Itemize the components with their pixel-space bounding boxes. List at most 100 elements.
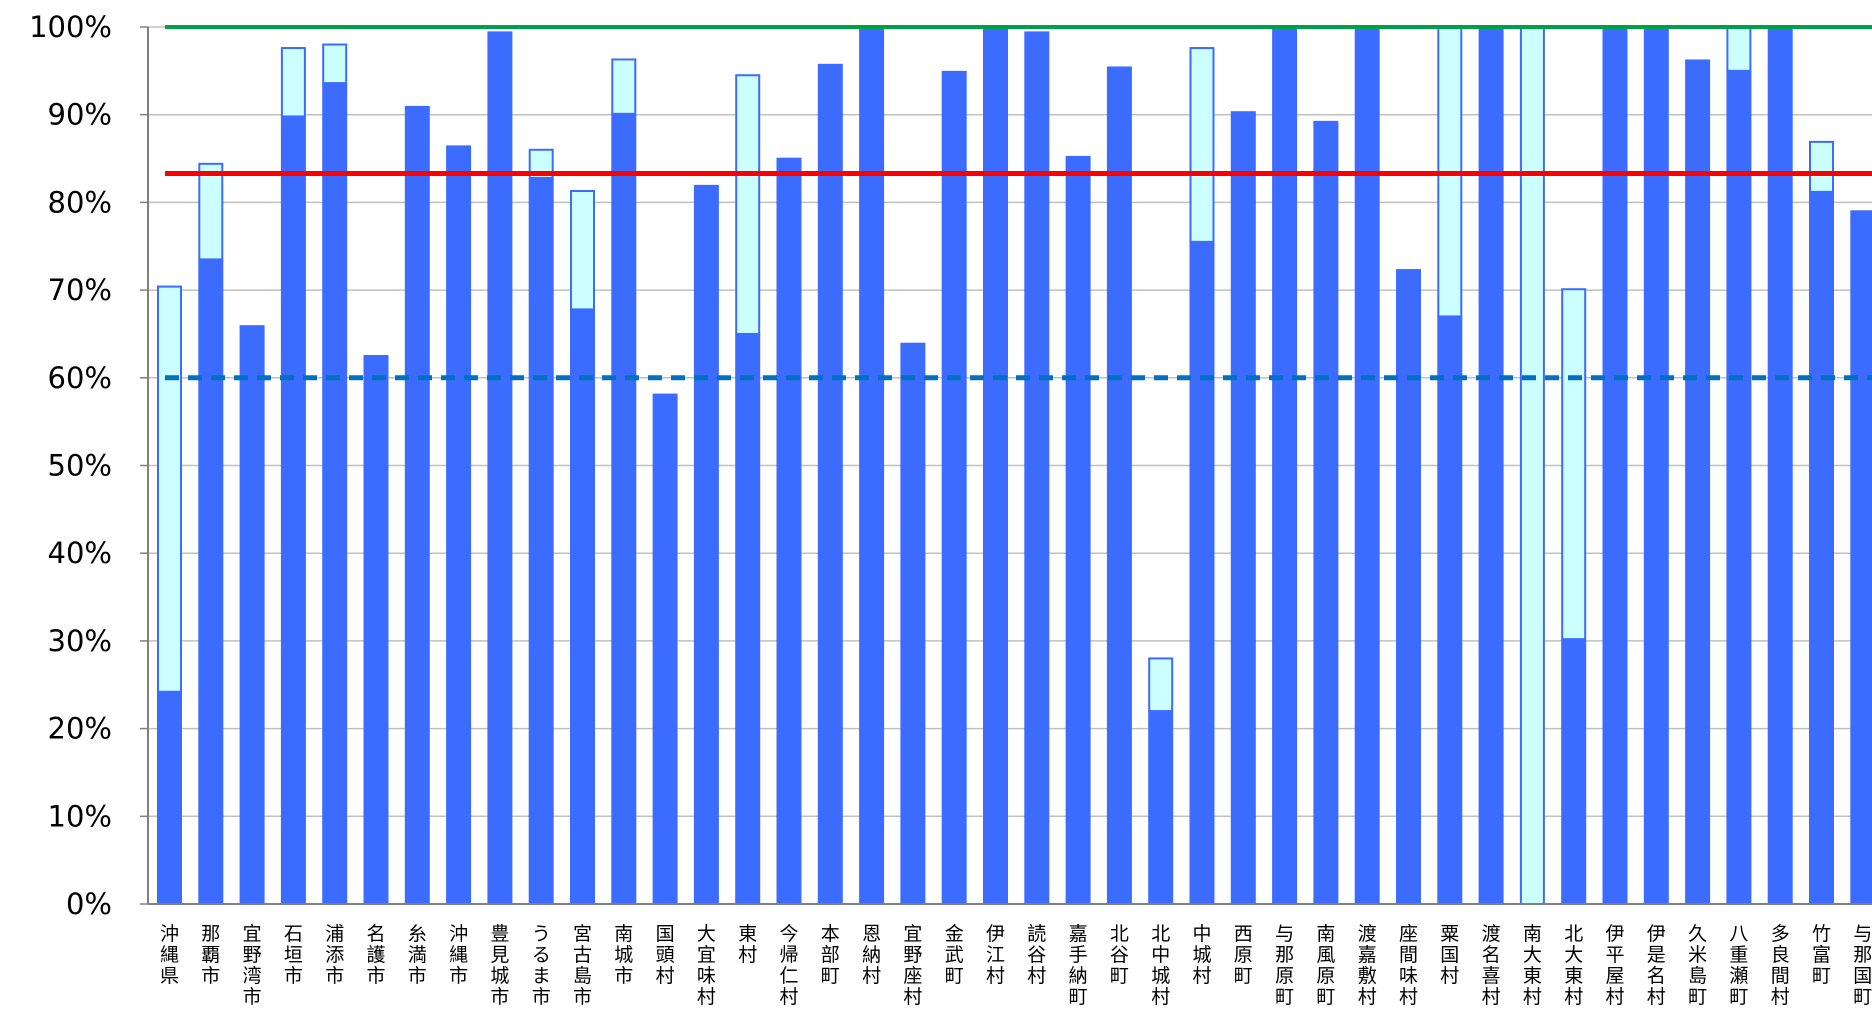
category-label: 北大東村 bbox=[1564, 923, 1583, 1008]
bar-base bbox=[198, 259, 224, 904]
category-label: 宮古島市 bbox=[573, 923, 592, 1008]
bar-stack bbox=[157, 285, 182, 693]
y-tick-label: 100% bbox=[29, 10, 112, 44]
bar-base bbox=[446, 145, 472, 904]
category-label: 座間味村 bbox=[1399, 923, 1418, 1008]
bar-base bbox=[983, 27, 1008, 904]
bars bbox=[157, 26, 1872, 905]
category-label: 読谷村 bbox=[1027, 923, 1046, 987]
category-label: 北中城村 bbox=[1151, 923, 1170, 1008]
bar-base bbox=[1313, 120, 1339, 905]
bar-base bbox=[859, 27, 885, 904]
bar-base bbox=[404, 105, 430, 905]
bar-base bbox=[1726, 70, 1752, 905]
bar-base bbox=[1478, 27, 1504, 904]
category-label: 伊是名村 bbox=[1647, 923, 1666, 1008]
category-label: 南大東村 bbox=[1523, 923, 1542, 1008]
category-label: 久米島町 bbox=[1688, 923, 1707, 1008]
bar-base bbox=[1685, 59, 1711, 905]
bar-base bbox=[1437, 316, 1463, 904]
category-label: 宜野湾市 bbox=[243, 923, 262, 1008]
category-label: 与那原町 bbox=[1275, 923, 1294, 1008]
y-tick-label: 40% bbox=[48, 536, 112, 570]
bar-base bbox=[570, 309, 595, 904]
bar-base bbox=[280, 116, 306, 905]
bar-stack bbox=[280, 47, 306, 118]
bar-stack bbox=[322, 43, 348, 85]
bar-base bbox=[1230, 111, 1256, 904]
category-label: 南風原町 bbox=[1316, 923, 1335, 1008]
bar-base bbox=[1148, 711, 1174, 904]
category-label: 大宜味村 bbox=[697, 923, 716, 1008]
bar-base bbox=[1354, 27, 1380, 904]
bar-base bbox=[735, 333, 761, 904]
category-label: 南城市 bbox=[614, 923, 633, 987]
bar-base bbox=[1643, 27, 1669, 904]
bar-base bbox=[817, 63, 843, 905]
bar-stack bbox=[1561, 288, 1587, 641]
y-tick-label: 20% bbox=[48, 712, 112, 746]
category-label: うるま市 bbox=[532, 923, 551, 1008]
category-label: 西原町 bbox=[1234, 923, 1253, 987]
category-label: 那覇市 bbox=[201, 923, 220, 987]
reference-lines bbox=[165, 25, 1872, 381]
category-label: 豊見城市 bbox=[490, 923, 509, 1008]
y-tick-label: 80% bbox=[48, 185, 112, 219]
bar-stack bbox=[1189, 47, 1215, 243]
category-label: 渡名喜村 bbox=[1482, 923, 1501, 1008]
category-label: 北谷町 bbox=[1110, 923, 1129, 987]
bar-base bbox=[1850, 210, 1872, 905]
category-label: 浦添市 bbox=[325, 923, 344, 987]
category-label: 宜野座村 bbox=[903, 923, 922, 1008]
category-label: 恩納村 bbox=[862, 923, 881, 987]
y-tick-label: 70% bbox=[48, 273, 112, 307]
bar-base bbox=[1767, 27, 1793, 904]
bar-base bbox=[941, 70, 967, 905]
bar-base bbox=[1024, 31, 1050, 904]
category-label: 本部町 bbox=[821, 923, 840, 987]
bar-base bbox=[776, 157, 802, 905]
y-tick-label: 90% bbox=[48, 98, 112, 132]
y-tick-label: 10% bbox=[48, 799, 112, 833]
category-label: 国頭村 bbox=[656, 923, 675, 987]
bar-base bbox=[487, 31, 513, 904]
y-tick-label: 60% bbox=[48, 361, 112, 395]
category-label: 与那国町 bbox=[1853, 923, 1872, 1008]
bar-stack bbox=[1148, 657, 1174, 713]
axes bbox=[147, 27, 1872, 905]
bar-base bbox=[1272, 27, 1298, 904]
category-label: 伊平屋村 bbox=[1605, 923, 1624, 1008]
bar-base bbox=[1396, 269, 1421, 904]
y-tick-label: 30% bbox=[48, 624, 112, 658]
bar-base bbox=[1106, 66, 1132, 905]
category-label: 糸満市 bbox=[408, 923, 427, 987]
category-label: 石垣市 bbox=[284, 923, 303, 987]
bar-base bbox=[1189, 241, 1215, 905]
bar-base bbox=[1602, 27, 1628, 904]
bar-base bbox=[157, 691, 182, 904]
x-axis-labels: 沖縄県 那覇市 宜野湾市 石垣市 浦添市 名護市 糸満市 沖縄市 豊見城市 うるま市 宮古島市 南城市… bbox=[160, 923, 1872, 1008]
bar-stack bbox=[611, 58, 637, 115]
bar-stack bbox=[735, 74, 761, 335]
bar-stack bbox=[570, 189, 595, 311]
category-label: 金武町 bbox=[945, 923, 964, 987]
bar-base bbox=[363, 354, 389, 904]
bar-base bbox=[611, 113, 637, 904]
bar-stack bbox=[198, 162, 224, 261]
bar-base bbox=[1561, 639, 1587, 904]
category-label: 嘉手納町 bbox=[1069, 923, 1088, 1008]
category-label: 渡嘉敷村 bbox=[1358, 923, 1377, 1008]
bar-base bbox=[528, 177, 554, 904]
category-label: 今帰仁村 bbox=[779, 923, 798, 1008]
y-tick-label: 0% bbox=[66, 887, 112, 921]
category-label: 八重瀬町 bbox=[1729, 923, 1748, 1008]
category-label: 伊江村 bbox=[986, 923, 1005, 987]
bar-stack bbox=[1726, 26, 1752, 72]
category-label: 竹富町 bbox=[1812, 923, 1831, 987]
category-label: 沖縄県 bbox=[160, 923, 179, 987]
bar-stack bbox=[528, 148, 554, 179]
category-label: 沖縄市 bbox=[449, 923, 468, 987]
bar-base bbox=[693, 184, 719, 905]
bar-base bbox=[1065, 155, 1091, 904]
